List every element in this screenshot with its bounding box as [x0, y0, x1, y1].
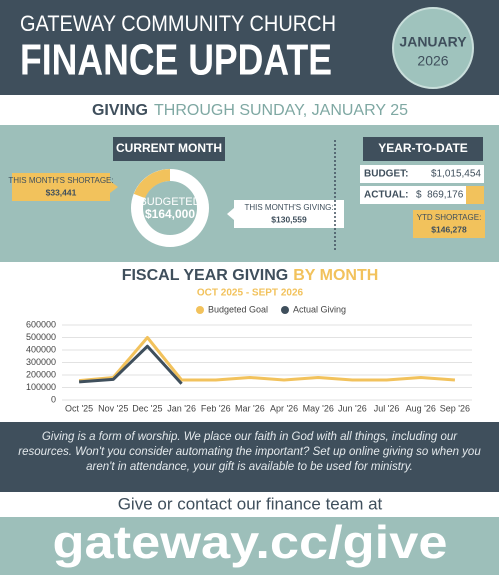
- x-tick-label: Dec '25: [132, 403, 162, 413]
- ytd-shortage-value: $146,278: [431, 224, 467, 234]
- line-chart: 0 100000 200000 300000 400000 500000 600000 Oct…: [26, 304, 472, 413]
- giving-banner: GIVING THROUGH SUNDAY, JANUARY 25: [92, 102, 408, 119]
- y-tick-label: 300000: [26, 357, 56, 367]
- badge: [392, 7, 474, 89]
- current-heading: CURRENT MONTH: [116, 141, 222, 155]
- giving-box: [234, 200, 344, 228]
- x-tick-label: Nov '25: [98, 403, 128, 413]
- ytd-actual-label: ACTUAL:: [364, 190, 408, 201]
- org-name: GATEWAY COMMUNITY CHURCH: [20, 11, 336, 36]
- y-tick-label: 200000: [26, 369, 56, 379]
- current-heading-box: [113, 137, 225, 161]
- x-tick-label: Jul '26: [374, 403, 400, 413]
- ytd-shortage-box: [413, 210, 485, 238]
- chart-subtitle: OCT 2025 - SEPT 2026: [197, 288, 304, 299]
- x-tick-label: Aug '26: [406, 403, 436, 413]
- badge-month: JANUARY: [399, 34, 467, 50]
- series-line: [78, 336, 456, 383]
- budget-label: BUDGETED: [139, 196, 200, 208]
- giving-label: THIS MONTH'S GIVING:: [244, 203, 333, 212]
- y-tick-label: 600000: [26, 319, 56, 329]
- budget-value: $164,000: [145, 207, 195, 221]
- shortage-label: THIS MONTH'S SHORTAGE:: [8, 176, 113, 185]
- badge-year: 2026: [417, 53, 448, 69]
- ytd-heading: YEAR-TO-DATE: [378, 141, 468, 155]
- legend-swatch: [281, 306, 289, 314]
- banner-lead: GIVING: [92, 102, 148, 119]
- x-tick-label: May '26: [303, 403, 334, 413]
- cta-bg: [0, 517, 499, 575]
- giving-value: $130,559: [271, 214, 307, 224]
- x-tick-label: Jun '26: [338, 403, 367, 413]
- ytd-budget-label: BUDGET:: [364, 169, 408, 180]
- legend-label: Actual Giving: [293, 304, 346, 314]
- ytd-shortage-label: YTD SHORTAGE:: [417, 213, 482, 222]
- giving-pointer: [227, 208, 234, 220]
- message-bg: [0, 422, 499, 492]
- cta-url: gateway.cc/give: [53, 516, 448, 568]
- y-tick-label: 500000: [26, 332, 56, 342]
- x-tick-label: Apr '26: [270, 403, 298, 413]
- message: Giving is a form of worship. We place ou…: [18, 431, 481, 473]
- series-line: [78, 344, 183, 385]
- y-tick-label: 100000: [26, 382, 56, 392]
- legend-swatch: [196, 306, 204, 314]
- x-tick-label: Feb '26: [201, 403, 231, 413]
- chart-title: FISCAL YEAR GIVING BY MONTH: [122, 267, 379, 284]
- chart-title-main: FISCAL YEAR GIVING: [122, 267, 289, 284]
- title: FINANCE UPDATE: [20, 36, 332, 85]
- ytd-budget-box: [360, 165, 484, 183]
- shortage-box: [12, 173, 110, 201]
- donut-shortage: [133, 169, 171, 199]
- banner-rest: THROUGH SUNDAY, JANUARY 25: [154, 102, 408, 119]
- shortage-value: $33,441: [46, 187, 77, 197]
- shortage-pointer: [110, 181, 118, 193]
- ytd-actual-value: $ 869,176: [416, 190, 464, 201]
- x-tick-label: Oct '25: [65, 403, 93, 413]
- x-tick-label: Jan '26: [167, 403, 196, 413]
- ytd-budget-value: $1,015,454: [431, 169, 481, 180]
- legend-label: Budgeted Goal: [208, 304, 268, 314]
- ytd-actual-box: [360, 186, 484, 204]
- chart-title-highlight: BY MONTH: [293, 267, 378, 284]
- x-tick-label: Mar '26: [235, 403, 265, 413]
- y-tick-label: 0: [51, 394, 56, 404]
- x-tick-label: Sep '26: [440, 403, 470, 413]
- cta-line: Give or contact our finance team at: [118, 494, 383, 513]
- ytd-actual-gap: [466, 186, 484, 204]
- y-tick-label: 400000: [26, 344, 56, 354]
- ytd-heading-box: [363, 137, 483, 161]
